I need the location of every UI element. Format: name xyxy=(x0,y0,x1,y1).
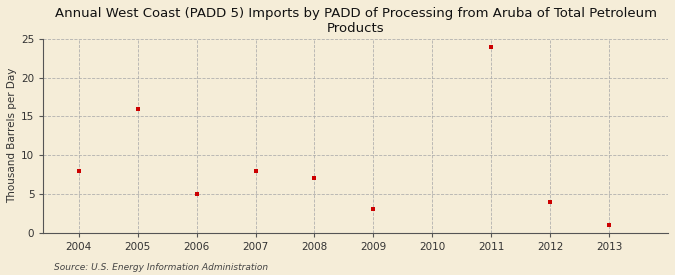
Point xyxy=(74,168,84,173)
Title: Annual West Coast (PADD 5) Imports by PADD of Processing from Aruba of Total Pet: Annual West Coast (PADD 5) Imports by PA… xyxy=(55,7,657,35)
Point xyxy=(545,199,556,204)
Point xyxy=(191,192,202,196)
Point xyxy=(368,207,379,211)
Point xyxy=(603,222,614,227)
Y-axis label: Thousand Barrels per Day: Thousand Barrels per Day xyxy=(7,68,17,204)
Point xyxy=(486,45,497,49)
Point xyxy=(309,176,320,180)
Point xyxy=(132,106,143,111)
Point xyxy=(250,168,261,173)
Text: Source: U.S. Energy Information Administration: Source: U.S. Energy Information Administ… xyxy=(54,263,268,272)
